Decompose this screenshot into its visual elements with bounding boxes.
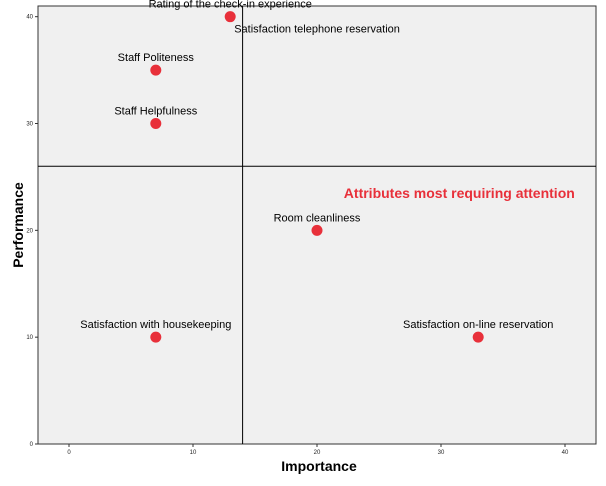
x-tick-label: 30 — [438, 450, 445, 456]
x-tick-label: 10 — [190, 450, 197, 456]
point-label: Room cleanliness — [274, 212, 361, 224]
point-label: Rating of the check-in experience — [149, 0, 312, 11]
point-label: Satisfaction telephone reservation — [234, 24, 400, 36]
data-point — [224, 11, 236, 23]
x-tick-label: 0 — [67, 450, 71, 456]
point-label: Staff Helpfulness — [114, 106, 197, 118]
y-tick-label: 20 — [26, 228, 33, 234]
data-point — [150, 331, 162, 343]
y-tick-label: 40 — [26, 15, 33, 21]
x-tick-label: 20 — [314, 450, 321, 456]
x-tick-label: 40 — [562, 450, 569, 456]
quadrant-annotation: Attributes most requiring attention — [344, 185, 575, 201]
x-axis-title: Importance — [281, 458, 357, 474]
point-label: Satisfaction with housekeeping — [80, 319, 231, 331]
point-label: Satisfaction on-line reservation — [403, 319, 553, 331]
y-tick-label: 30 — [26, 122, 33, 128]
y-axis-title: Performance — [10, 182, 26, 268]
y-tick-label: 10 — [26, 335, 33, 341]
y-tick-label: 0 — [30, 442, 34, 448]
data-point — [311, 224, 323, 236]
point-label: Staff Politeness — [118, 52, 195, 64]
data-point — [150, 118, 162, 130]
data-point — [472, 331, 484, 343]
data-point — [150, 64, 162, 76]
